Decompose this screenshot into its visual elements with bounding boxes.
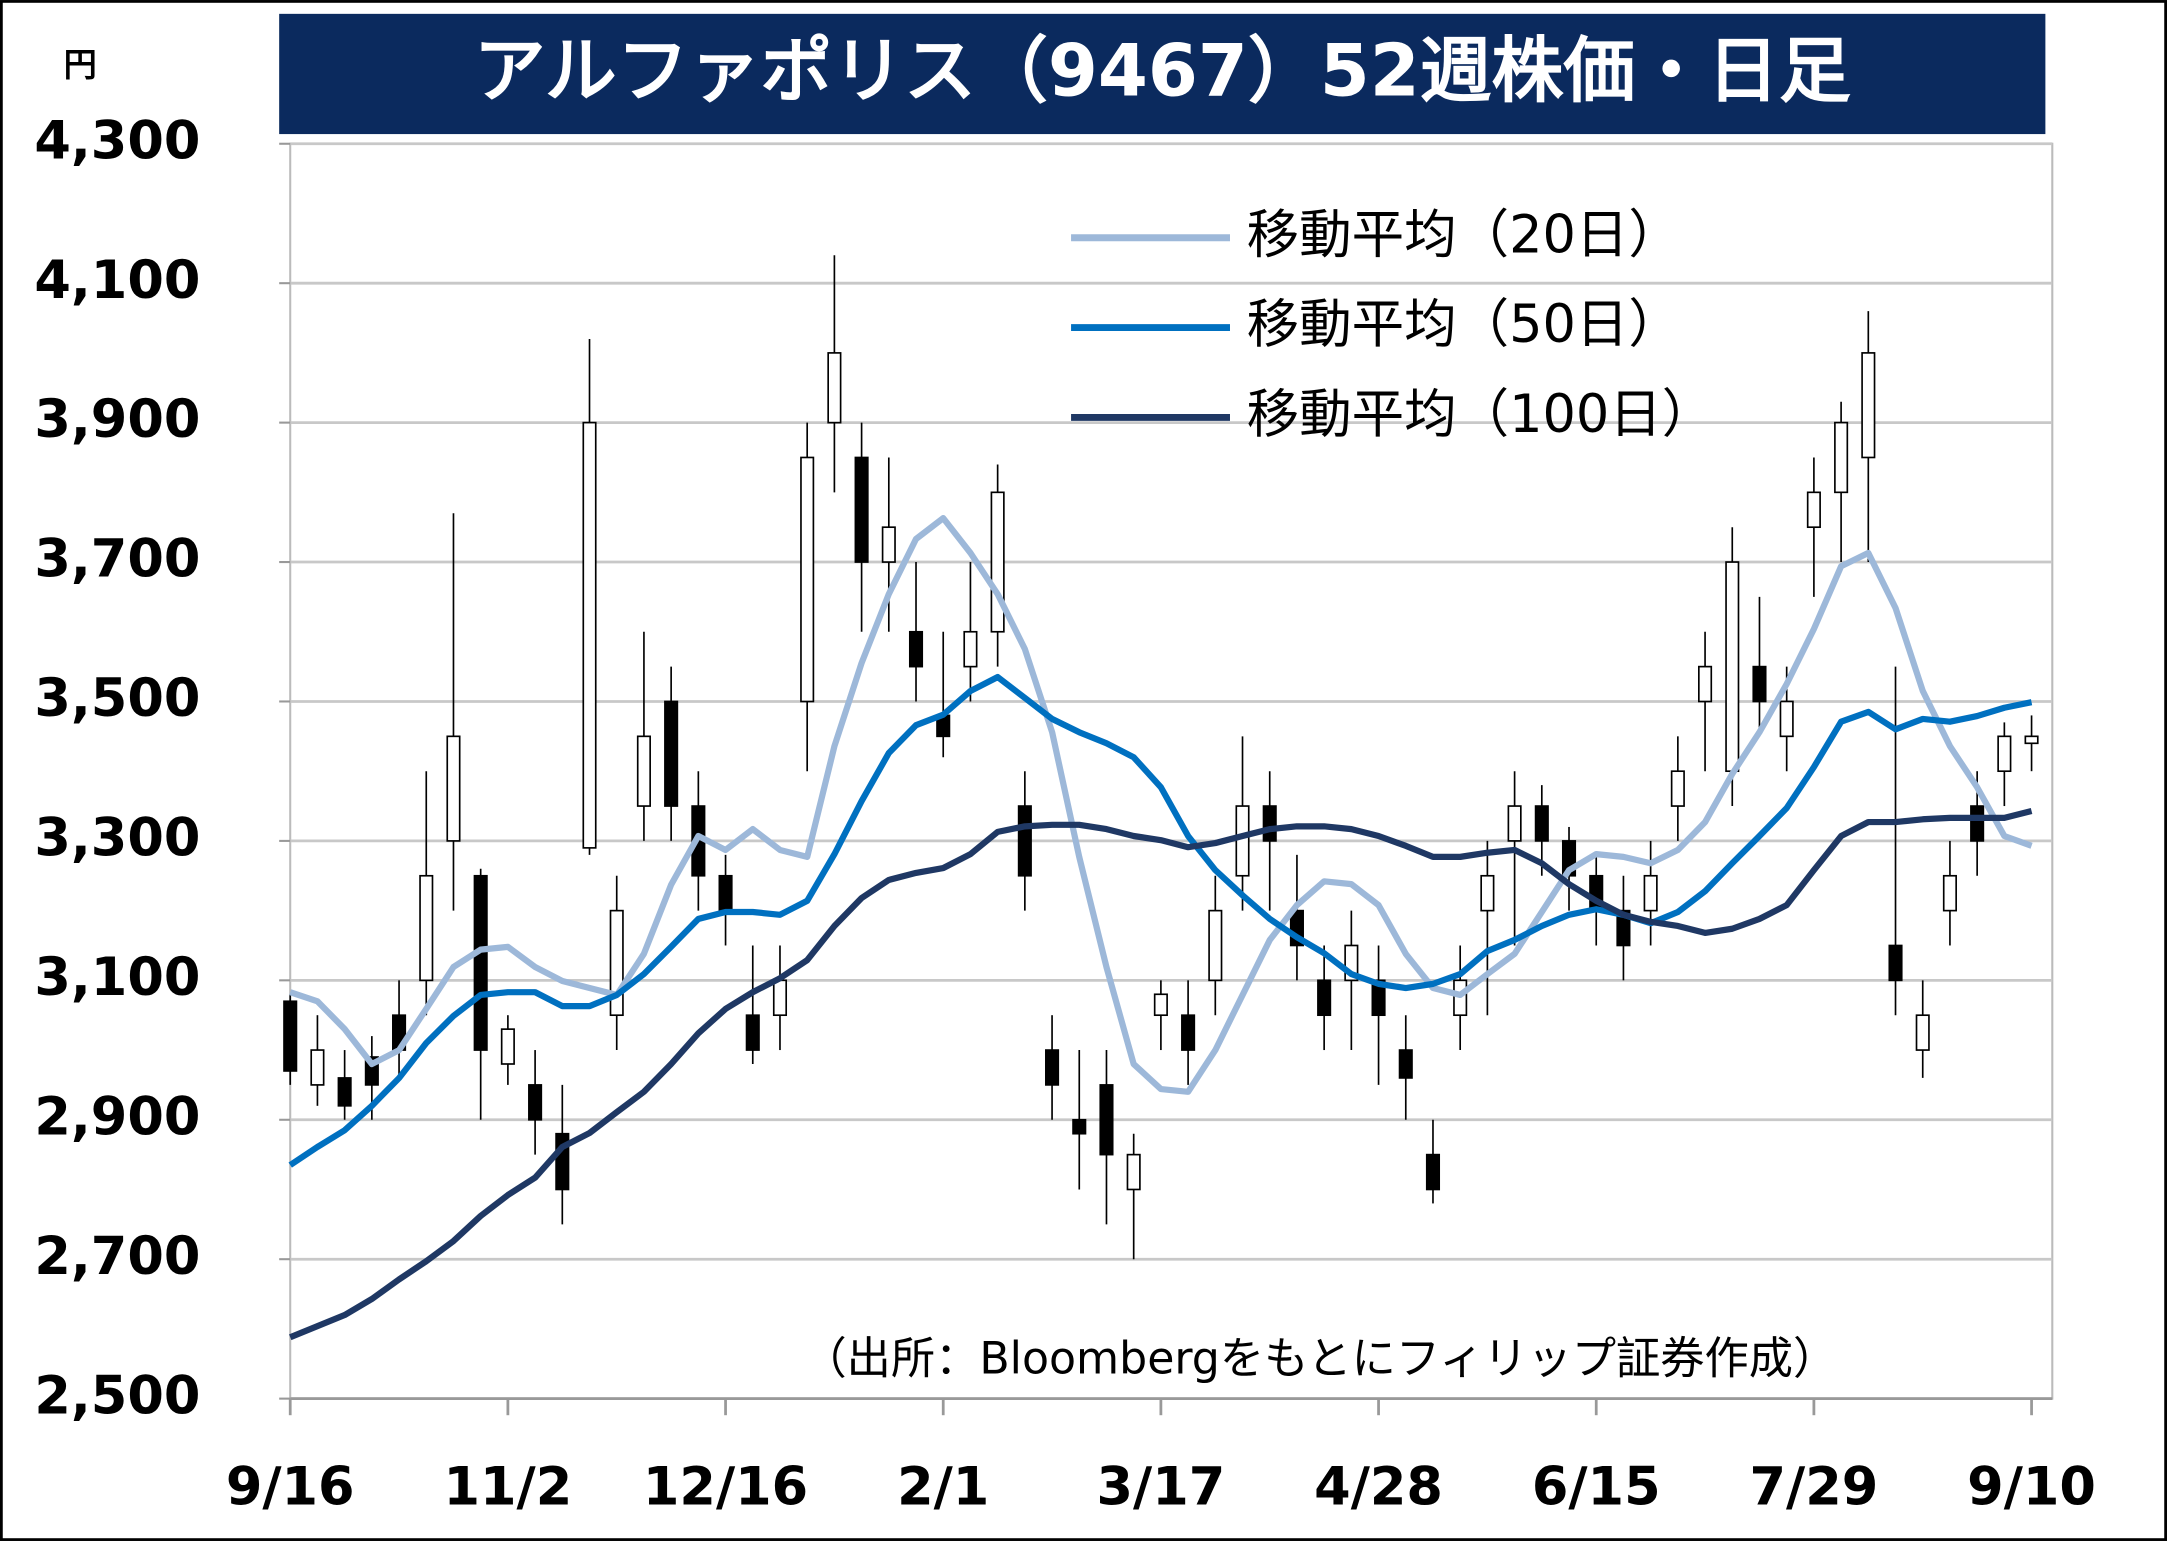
candle-body (283, 1000, 298, 1072)
y-tick-label: 2,500 (34, 1365, 200, 1426)
x-tick-label: 3/17 (1097, 1456, 1226, 1517)
candle-body (1262, 805, 1277, 842)
title-box (279, 13, 2046, 135)
candle-body (1208, 909, 1223, 982)
candle-body (1725, 561, 1740, 773)
source-note: （出所：Bloombergをもとにフィリップ証券作成） (802, 1333, 1837, 1384)
candle-body (963, 630, 978, 668)
candle-body (1126, 1153, 1141, 1191)
y-tick-label: 3,900 (34, 389, 200, 450)
legend-label: 移動平均（100日） (1247, 384, 1715, 445)
candle-body (908, 630, 924, 668)
x-tick-label: 4/28 (1314, 1456, 1443, 1517)
y-tick-label: 4,100 (34, 250, 200, 311)
candle-body (854, 456, 869, 563)
legend-label: 移動平均（50日） (1247, 294, 1681, 355)
candle-body (1888, 944, 1903, 982)
candle-body (1834, 421, 1849, 494)
candle-body (718, 874, 733, 912)
candle-body (1507, 805, 1522, 842)
candle-body (800, 456, 815, 703)
candle-body (1153, 993, 1168, 1017)
candle-body (1616, 909, 1631, 947)
ma-line (289, 515, 2033, 1095)
candle-body (990, 491, 1005, 633)
ma-line (289, 807, 2033, 1341)
candle-body (636, 735, 651, 807)
candle-body (1017, 805, 1032, 877)
candle-body (1643, 874, 1658, 912)
candle-body (2024, 735, 2039, 745)
x-tick-label: 11/2 (444, 1456, 573, 1517)
candle-body (310, 1049, 325, 1086)
candle-body (1942, 874, 1957, 912)
candle-body (582, 421, 597, 849)
candle-body (1915, 1014, 1930, 1051)
y-tick-label: 2,700 (34, 1226, 200, 1287)
candle-body (1534, 805, 1549, 842)
candle-body (1480, 874, 1495, 912)
candle-body (1045, 1049, 1060, 1086)
candle-body (1670, 770, 1685, 807)
candle-body (1398, 1049, 1413, 1079)
candle-body (1072, 1118, 1087, 1135)
candle-body (419, 874, 434, 982)
y-tick-label: 3,100 (34, 947, 200, 1008)
candle-body (1425, 1153, 1441, 1191)
candle-body (1997, 735, 2012, 773)
y-tick-label: 2,900 (34, 1086, 200, 1147)
legend-label: 移動平均（20日） (1247, 204, 1681, 265)
candle-body (1698, 665, 1713, 703)
y-tick-label: 3,300 (34, 808, 200, 869)
x-tick-label: 12/16 (643, 1456, 808, 1517)
candle-body (1779, 700, 1794, 738)
x-tick-label: 9/16 (226, 1456, 355, 1517)
candle-body (500, 1028, 515, 1065)
candle-body (446, 735, 461, 842)
y-tick-label: 4,300 (34, 110, 200, 171)
candle-body (827, 352, 842, 424)
candle-body (1752, 665, 1767, 703)
candle-body (664, 700, 679, 807)
candle-body (1806, 491, 1821, 529)
y-tick-label: 3,700 (34, 529, 200, 590)
candle-body (1371, 979, 1386, 1017)
candle-body (1235, 805, 1250, 877)
candle-body (473, 874, 488, 1051)
candle-body (1970, 805, 1985, 842)
candle-body (337, 1077, 352, 1107)
ma-line (288, 673, 2033, 1168)
candle-body (528, 1084, 543, 1121)
y-axis-label: 円 (64, 45, 97, 84)
y-tick-label: 3,500 (34, 668, 200, 729)
candle-body (1099, 1084, 1114, 1156)
x-tick-label: 9/10 (1967, 1456, 2096, 1517)
x-tick-label: 2/1 (897, 1456, 989, 1517)
candle-body (772, 979, 788, 1017)
candle-body (1181, 1014, 1196, 1051)
x-tick-label: 7/29 (1750, 1456, 1879, 1517)
candle-body (881, 526, 896, 563)
candle-body (1861, 352, 1876, 459)
x-tick-label: 6/15 (1532, 1456, 1661, 1517)
candle-body (1317, 979, 1332, 1017)
chart-title: アルファポリス（9467）52週株価・日足 (474, 29, 1851, 113)
candle-body (745, 1014, 760, 1051)
